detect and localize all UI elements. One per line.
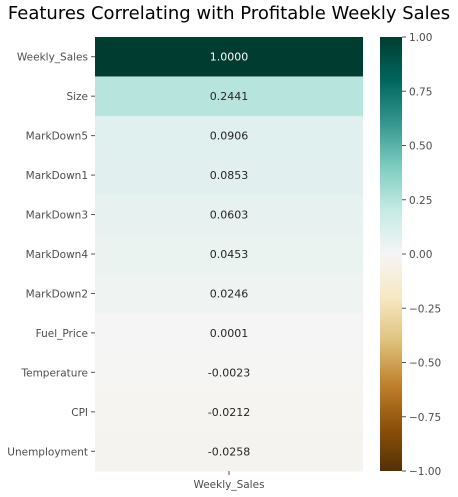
colorbar: 1.00 0.75 0.50 0.25 0.00 −0.25 −0.50 −0.75 −1.00 bbox=[380, 32, 441, 478]
cell-value-label: 0.0906 bbox=[210, 130, 249, 143]
column-tick-label: Weekly_Sales bbox=[193, 479, 264, 491]
colorbar-tick-label: 0.25 bbox=[409, 195, 432, 207]
colorbar-tick-label: −0.75 bbox=[409, 412, 441, 424]
row-tick-label: Size bbox=[66, 91, 88, 103]
chart-title: Features Correlating with Profitable Wee… bbox=[7, 3, 451, 24]
row-tick-label: CPI bbox=[71, 407, 88, 419]
heatmap-cell bbox=[95, 431, 363, 472]
column-labels: Weekly_Sales bbox=[193, 471, 265, 491]
row-tick-label: MarkDown3 bbox=[26, 210, 88, 222]
cell-value-label: 0.0603 bbox=[210, 209, 249, 222]
heatmap-cell bbox=[95, 352, 363, 393]
heatmap-cell bbox=[95, 234, 363, 275]
row-labels: Weekly_Sales Size MarkDown5 MarkDown1 MarkDo… bbox=[7, 52, 95, 458]
cell-value-label: -0.0023 bbox=[208, 366, 250, 379]
cell-value-label: 0.0453 bbox=[210, 248, 249, 261]
colorbar-tick-label: 0.00 bbox=[409, 249, 432, 261]
cell-value-label: 0.2441 bbox=[210, 90, 249, 103]
cell-value-label: 1.0000 bbox=[210, 51, 249, 64]
colorbar-tick-label: −1.00 bbox=[409, 466, 441, 478]
heatmap-cell bbox=[95, 37, 363, 77]
heatmap-cells: 1.0000 0.2441 0.0906 0.0853 0.0603 0.0453 0.02… bbox=[95, 37, 363, 472]
cell-value-label: -0.0212 bbox=[208, 406, 250, 419]
cell-value-label: -0.0258 bbox=[208, 445, 250, 458]
row-tick-label: MarkDown2 bbox=[26, 288, 88, 300]
cell-value-label: 0.0001 bbox=[210, 327, 249, 340]
colorbar-tick-label: 1.00 bbox=[409, 32, 432, 44]
row-tick-label: Temperature bbox=[20, 367, 88, 379]
row-tick-label: Unemployment bbox=[7, 446, 88, 458]
heatmap-cell bbox=[95, 313, 363, 354]
colorbar-gradient bbox=[380, 37, 402, 471]
heatmap-cell bbox=[95, 392, 363, 432]
row-tick-label: MarkDown5 bbox=[26, 131, 88, 143]
row-tick-label: Weekly_Sales bbox=[17, 52, 88, 64]
heatmap-cell bbox=[95, 273, 363, 314]
colorbar-tick-label: −0.50 bbox=[409, 358, 441, 370]
cell-value-label: 0.0246 bbox=[210, 287, 249, 300]
heatmap-cell bbox=[95, 115, 363, 156]
heatmap-cell bbox=[95, 155, 363, 196]
row-tick-label: Fuel_Price bbox=[36, 328, 88, 340]
colorbar-tick-label: 0.75 bbox=[409, 86, 432, 98]
colorbar-tick-label: 0.50 bbox=[409, 141, 432, 153]
cell-value-label: 0.0853 bbox=[210, 169, 249, 182]
heatmap-cell bbox=[95, 194, 363, 235]
row-tick-label: MarkDown4 bbox=[26, 249, 89, 261]
heatmap-cell bbox=[95, 76, 363, 117]
colorbar-tick-label: −0.25 bbox=[409, 303, 441, 315]
row-tick-label: MarkDown1 bbox=[26, 170, 88, 182]
